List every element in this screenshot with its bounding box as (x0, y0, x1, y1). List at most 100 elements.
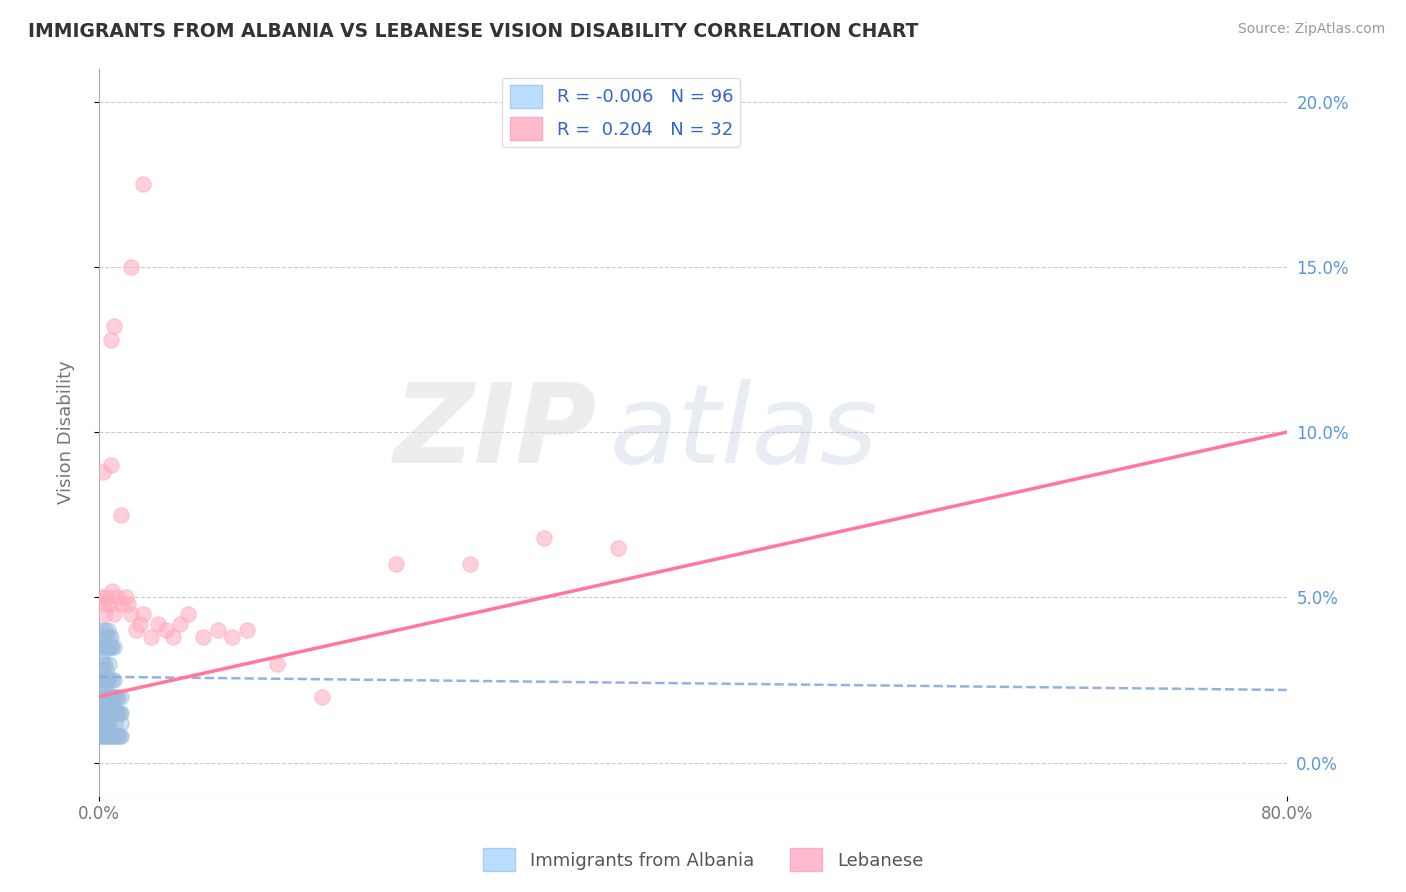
Point (103, 690, 125, 704)
Point (96, 640, 118, 654)
Point (148, 616, 170, 631)
Point (114, 591, 136, 605)
Point (97, 729, 120, 743)
Point (236, 624, 259, 638)
Point (97, 690, 120, 704)
Point (207, 624, 229, 638)
Point (97, 673, 120, 687)
Point (155, 624, 177, 638)
Point (110, 729, 132, 743)
Point (90, 649, 112, 664)
Point (97, 706, 120, 720)
Point (90, 696, 112, 710)
Y-axis label: Vision Disability: Vision Disability (58, 360, 75, 504)
Point (96, 716, 118, 731)
Point (91, 597, 114, 611)
Point (384, 558, 406, 572)
Point (90, 624, 112, 638)
Point (108, 706, 131, 720)
Point (90, 663, 112, 677)
Point (96, 706, 118, 720)
Point (103, 319, 125, 334)
Point (458, 558, 481, 572)
Point (97, 706, 120, 720)
Point (169, 616, 191, 631)
Point (105, 591, 128, 605)
Text: ZIP: ZIP (394, 378, 598, 485)
Point (104, 706, 127, 720)
Point (97, 624, 120, 638)
Point (93, 706, 115, 720)
Point (100, 706, 122, 720)
Point (107, 729, 129, 743)
Point (104, 716, 127, 731)
Point (93, 607, 115, 621)
Point (107, 706, 129, 720)
Point (90, 729, 112, 743)
Point (91, 716, 114, 731)
Point (90, 683, 112, 698)
Point (607, 541, 630, 555)
Point (93, 690, 115, 704)
Legend: R = -0.006   N = 96, R =  0.204   N = 32: R = -0.006 N = 96, R = 0.204 N = 32 (502, 78, 741, 147)
Point (221, 630, 243, 644)
Point (96, 591, 118, 605)
Point (162, 630, 184, 644)
Point (98, 673, 121, 687)
Point (89, 716, 111, 731)
Point (311, 690, 333, 704)
Point (110, 716, 132, 731)
Legend: Immigrants from Albania, Lebanese: Immigrants from Albania, Lebanese (475, 841, 931, 879)
Point (96, 630, 118, 644)
Point (110, 597, 132, 611)
Point (177, 607, 200, 621)
Point (100, 706, 122, 720)
Point (110, 690, 132, 704)
Point (101, 583, 124, 598)
Point (117, 597, 139, 611)
Point (103, 607, 125, 621)
Point (98, 630, 121, 644)
Point (98, 729, 121, 743)
Point (103, 706, 125, 720)
Point (90, 591, 112, 605)
Point (101, 640, 124, 654)
Point (100, 723, 122, 737)
Point (103, 729, 125, 743)
Point (97, 723, 120, 737)
Point (91, 706, 114, 720)
Point (96, 663, 118, 677)
Point (120, 607, 142, 621)
Text: Source: ZipAtlas.com: Source: ZipAtlas.com (1237, 22, 1385, 37)
Point (101, 706, 124, 720)
Point (132, 607, 155, 621)
Point (89, 729, 111, 743)
Point (103, 706, 125, 720)
Point (93, 624, 115, 638)
Point (103, 640, 125, 654)
Point (98, 640, 121, 654)
Point (90, 640, 112, 654)
Point (100, 729, 122, 743)
Point (100, 640, 122, 654)
Point (104, 729, 127, 743)
Point (100, 690, 122, 704)
Point (96, 729, 118, 743)
Point (98, 657, 121, 671)
Point (104, 690, 127, 704)
Point (533, 531, 555, 545)
Point (93, 723, 115, 737)
Point (266, 657, 288, 671)
Point (105, 706, 128, 720)
Point (96, 690, 118, 704)
Point (98, 716, 121, 731)
Point (90, 716, 112, 731)
Point (129, 616, 152, 631)
Point (139, 630, 162, 644)
Point (101, 673, 124, 687)
Point (98, 690, 121, 704)
Point (103, 673, 125, 687)
Point (89, 706, 111, 720)
Point (132, 178, 155, 192)
Point (91, 716, 114, 731)
